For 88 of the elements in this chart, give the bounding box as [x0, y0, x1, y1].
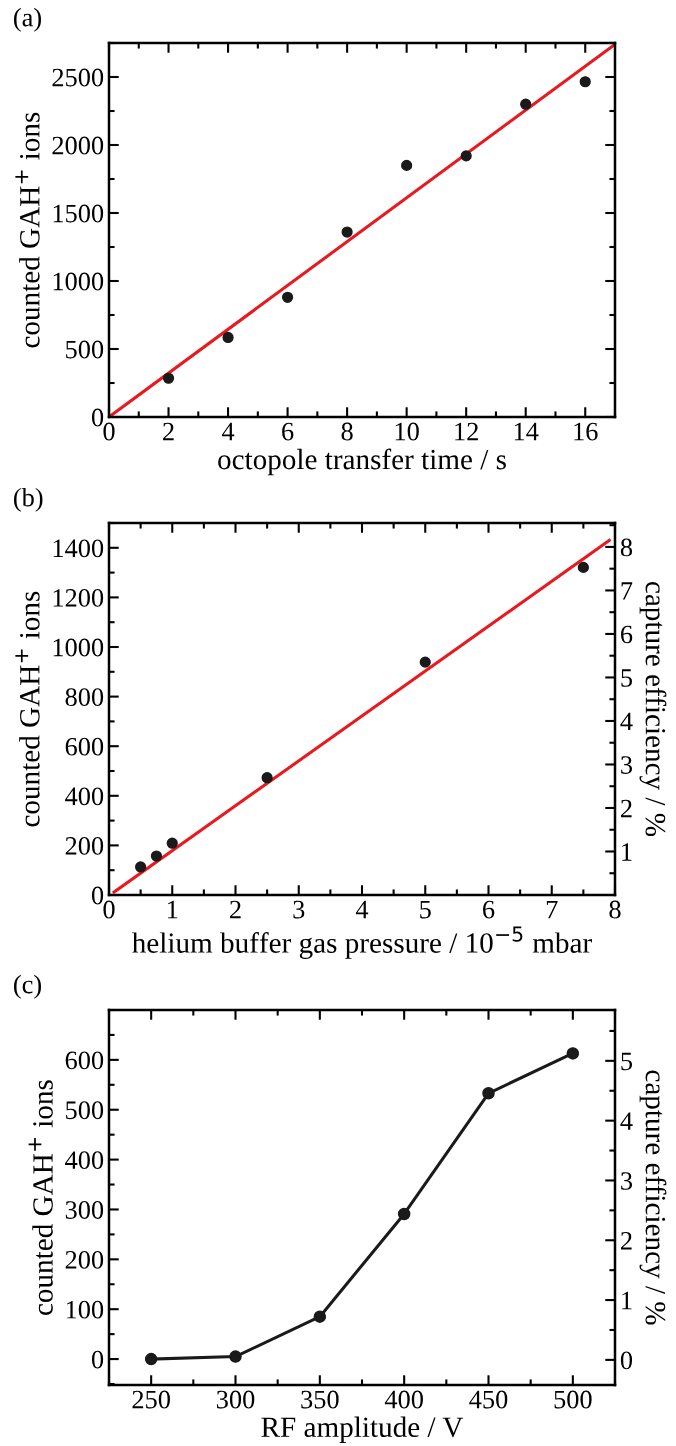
y2-axis-title: capture efficiency / % — [639, 582, 667, 837]
y2-tick-label: 6 — [620, 625, 633, 644]
y-tick-label: 1500 — [53, 204, 104, 223]
x-tick-label: 500 — [554, 1390, 592, 1409]
y2-tick-label: 5 — [621, 669, 633, 687]
x-tick-label: 4 — [221, 422, 235, 441]
x-tick-label: 10 — [395, 422, 419, 441]
point — [162, 372, 175, 384]
y2-tick-label: 3 — [621, 1172, 633, 1190]
x-tick-label: 3 — [293, 900, 305, 919]
y-tick-label: 0 — [91, 886, 104, 905]
y2-tick-label: 0 — [620, 1351, 633, 1370]
y-tick-label: 500 — [66, 1101, 104, 1120]
point — [281, 291, 294, 303]
x-tick-label: 1 — [167, 900, 178, 919]
y2-tick-label: 7 — [621, 582, 633, 600]
x-tick-label: 6 — [282, 422, 294, 441]
x-tick-label: 8 — [341, 422, 353, 441]
y-tick-label: 400 — [65, 787, 104, 806]
point — [222, 331, 234, 344]
x-tick-label: 7 — [546, 900, 558, 919]
x-tick-label: 14 — [514, 422, 539, 441]
y-tick-label: 500 — [66, 340, 104, 359]
y2-tick-label: 2 — [621, 1231, 632, 1250]
y-tick-label: 600 — [65, 737, 104, 756]
x-tick-label: 16 — [574, 422, 598, 441]
point — [341, 226, 353, 238]
point — [261, 772, 273, 784]
point — [144, 1352, 158, 1366]
y-tick-label: 200 — [65, 837, 104, 855]
x-axis-title: octopole transfer time / s — [218, 448, 506, 476]
x-axis-title: helium buffer gas pressure / 10$^{−5}$ mbar — [132, 926, 592, 959]
x-tick-label: 300 — [216, 1390, 255, 1409]
chart-title: (c) — [14, 974, 41, 999]
x-tick-label: 12 — [455, 422, 478, 441]
x-tick-label: 4 — [355, 900, 369, 919]
point — [566, 1047, 580, 1060]
point — [482, 1087, 495, 1100]
x-tick-label: 450 — [469, 1390, 508, 1409]
x-tick-label: 5 — [420, 900, 431, 919]
point — [397, 1207, 411, 1221]
y-tick-label: 200 — [65, 1250, 104, 1269]
point — [135, 861, 147, 873]
y-tick-label: 800 — [65, 688, 104, 707]
point — [520, 98, 532, 110]
y2-tick-label: 8 — [620, 538, 633, 557]
y-tick-label: 1000 — [53, 272, 104, 291]
y-tick-label: 300 — [65, 1201, 104, 1219]
y2-tick-label: 1 — [622, 1291, 632, 1310]
point — [229, 1350, 242, 1363]
y2-tick-label: 3 — [621, 756, 633, 774]
point — [460, 150, 472, 162]
y-tick-label: 0 — [91, 1350, 104, 1369]
y2-tick-label: 4 — [620, 1112, 633, 1130]
y-tick-label: 1000 — [53, 638, 104, 657]
point — [313, 1310, 327, 1323]
y-tick-label: 100 — [66, 1300, 104, 1319]
chart-title: (a) — [14, 7, 41, 32]
x-tick-label: 250 — [132, 1390, 170, 1409]
point — [579, 76, 591, 88]
x-tick-label: 2 — [163, 422, 174, 441]
y-axis-title: counted GAH$^{+}$ ions — [15, 112, 40, 348]
y-tick-label: 400 — [65, 1151, 104, 1170]
y-axis-title: counted GAH$^{+}$ ions — [15, 591, 40, 827]
point — [419, 656, 431, 668]
x-tick-label: 400 — [384, 1390, 423, 1409]
x-tick-label: 350 — [301, 1390, 339, 1409]
point — [166, 837, 178, 849]
x-tick-label: 2 — [230, 900, 241, 919]
y-tick-label: 1200 — [53, 589, 104, 607]
chart-title: (b) — [14, 487, 43, 512]
point — [150, 850, 163, 862]
y2-tick-label: 2 — [621, 799, 632, 818]
y2-axis-title: capture efficiency / % — [639, 1070, 667, 1325]
y-tick-label: 1400 — [53, 539, 104, 558]
x-tick-label: 6 — [483, 900, 495, 919]
y-tick-label: 2000 — [52, 136, 104, 155]
y-tick-label: 2500 — [52, 68, 104, 87]
y-axis-title: counted GAH$^{+}$ ions — [28, 1080, 53, 1315]
x-tick-label: 8 — [609, 900, 621, 919]
x-axis-title: RF amplitude / V — [261, 1416, 464, 1444]
y-tick-label: 600 — [65, 1051, 104, 1070]
y2-tick-label: 4 — [620, 712, 633, 731]
point — [401, 159, 413, 172]
y2-tick-label: 5 — [621, 1052, 633, 1071]
y-tick-label: 0 — [91, 408, 104, 427]
y2-tick-label: 1 — [622, 843, 632, 861]
point — [577, 561, 589, 573]
